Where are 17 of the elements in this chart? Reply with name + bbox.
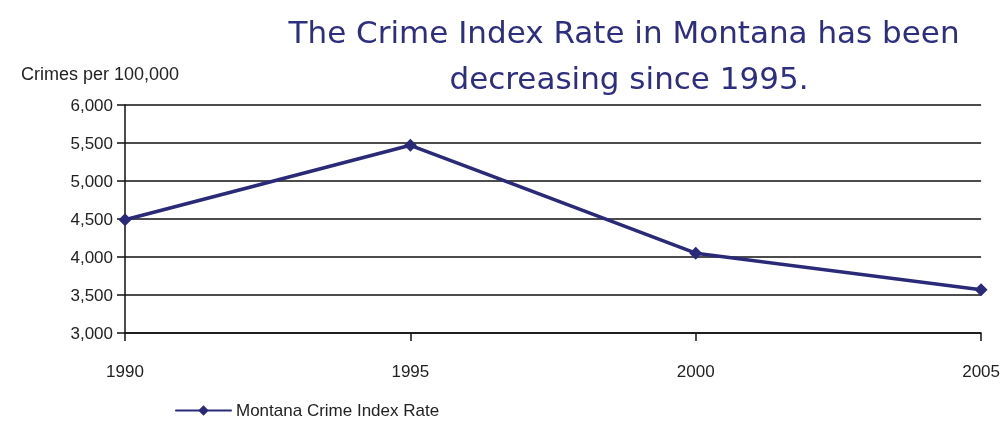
legend-label: Montana Crime Index Rate	[236, 401, 440, 420]
chart-title: The Crime Index Rate in Montana has been decreasing since 1995.	[287, 14, 970, 96]
y-tick-label: 4,000	[70, 247, 113, 267]
y-tick-label: 3,500	[70, 285, 113, 305]
y-tick-label: 6,000	[70, 95, 113, 115]
y-tick-label: 5,000	[70, 171, 113, 191]
x-tick-label: 2005	[962, 362, 1000, 381]
y-tick-label: 4,500	[70, 209, 113, 229]
y-axis-title: Crimes per 100,000	[20, 64, 180, 84]
point	[974, 283, 988, 297]
x-tick-label: 1990	[106, 362, 144, 381]
point	[689, 246, 703, 260]
y-tick-label: 3,000	[70, 323, 113, 343]
point	[403, 138, 417, 152]
y-tick-label: 5,500	[70, 133, 113, 153]
x-tick-label: 2000	[676, 362, 715, 381]
x-tick-label: 1995	[391, 362, 430, 381]
